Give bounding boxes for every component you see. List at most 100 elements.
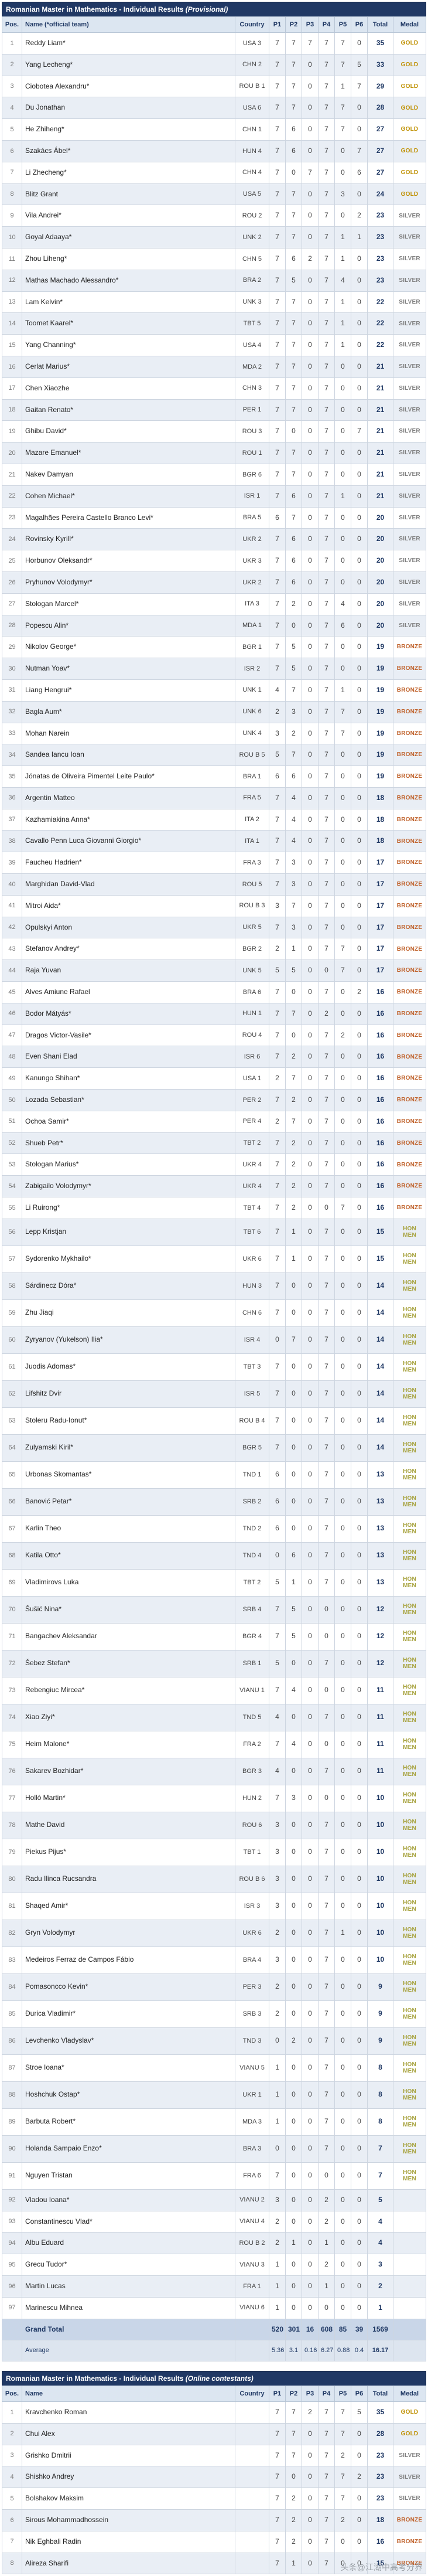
p-cell: 0: [334, 2210, 351, 2233]
p-cell: 0: [285, 1919, 302, 1947]
medal-cell: BRONZE: [393, 2530, 426, 2553]
p-cell: 0: [302, 1024, 319, 1047]
result-row: 28 Popescu Alin* MDA 1 7 0 0 7 6 0 20 SILVER: [2, 614, 426, 637]
total-cell: 29: [367, 75, 393, 98]
p-cell: 0: [334, 571, 351, 594]
name-cell: Sandea Iancu Ioan: [22, 744, 235, 767]
country-cell: BGR 2: [235, 938, 269, 961]
total-cell: 9: [367, 2000, 393, 2028]
p-cell: 7: [285, 506, 302, 529]
result-row: 19 Ghibu David* ROU 3 7 0 0 7 0 7 21 SILVER: [2, 420, 426, 443]
p-cell: 1: [285, 2552, 302, 2575]
p-cell: 7: [285, 312, 302, 335]
medal-cell: HON MEN: [393, 1515, 426, 1543]
pos-cell: 84: [2, 1973, 22, 2001]
p-cell: 2: [334, 1024, 351, 1047]
p-cell: 2: [334, 2444, 351, 2467]
column-header-pos: Pos.: [2, 16, 22, 33]
p-cell: 7: [318, 700, 335, 723]
medal-cell: BRONZE: [393, 916, 426, 939]
name-cell: Pryhunov Volodymyr*: [22, 571, 235, 594]
p-cell: 1: [285, 1568, 302, 1597]
p-cell: 7: [318, 75, 335, 98]
p-cell: 0: [334, 2232, 351, 2255]
p-cell: 0: [302, 1515, 319, 1543]
name-cell: Ghibu David*: [22, 420, 235, 443]
p-cell: 0: [334, 658, 351, 680]
result-row: 13 Lam Kelvin* UNK 3 7 7 0 7 1 0 22 SILVER: [2, 291, 426, 314]
name-cell: Szakács Ábel*: [22, 139, 235, 162]
p-cell: 2: [285, 2487, 302, 2510]
medal-cell: SILVER: [393, 2466, 426, 2489]
name-cell: Stologan Marius*: [22, 1153, 235, 1176]
p-cell: 7: [318, 1046, 335, 1068]
name-cell: Cerlat Marius*: [22, 355, 235, 378]
pos-cell: 43: [2, 938, 22, 961]
medal-cell: HON MEN: [393, 1811, 426, 1839]
medal-cell: BRONZE: [393, 744, 426, 767]
result-row: 23 Magalhães Pereira Castello Branco Levi…: [2, 506, 426, 529]
p-cell: 0: [302, 291, 319, 314]
pos-cell: 45: [2, 981, 22, 1003]
country-cell: VIANU 3: [235, 2254, 269, 2276]
p-cell: 0: [334, 2296, 351, 2319]
country-cell: HUN 2: [235, 1784, 269, 1812]
p-cell: 7: [318, 1568, 335, 1597]
country-cell: SRB 1: [235, 1649, 269, 1677]
p-cell: 7: [318, 2530, 335, 2553]
p-cell: 0: [302, 679, 319, 702]
p-cell: 7: [318, 2487, 335, 2510]
country-cell: UNK 1: [235, 679, 269, 702]
p-cell: 0: [351, 2509, 368, 2531]
p-cell: 7: [269, 1595, 286, 1624]
country-cell: ROU B 1: [235, 75, 269, 98]
p-cell: 7: [334, 722, 351, 745]
name-cell: Shaqed Amir*: [22, 1892, 235, 1920]
result-row: 75 Heim Malone* FRA 2 7 4 0 0 0 0 11 HON MEN: [2, 1730, 426, 1758]
p-cell: 0: [285, 1838, 302, 1866]
pos-cell: 50: [2, 1089, 22, 1111]
name-cell: Banović Petar*: [22, 1488, 235, 1516]
medal-cell: SILVER: [393, 2487, 426, 2510]
p-cell: 0: [351, 1811, 368, 1839]
medal-cell: BRONZE: [393, 1002, 426, 1025]
p-cell: 0: [351, 2552, 368, 2575]
pos-cell: 37: [2, 808, 22, 831]
p-cell: 7: [334, 97, 351, 120]
p-cell: 0: [285, 981, 302, 1003]
p-cell: 0: [285, 1892, 302, 1920]
result-row: 85 Đurica Vladimir* SRB 3 2 0 0 7 0 0 9 HON MEN: [2, 2000, 426, 2028]
p-cell: 0: [302, 1434, 319, 1462]
p-cell: 7: [269, 97, 286, 120]
p-cell: 7: [269, 2487, 286, 2510]
medal-cell: GOLD: [393, 32, 426, 55]
p-cell: 0: [334, 1153, 351, 1176]
medal-cell: HON MEN: [393, 1541, 426, 1570]
name-cell: Zhou Liheng*: [22, 247, 235, 270]
p-cell: 0: [302, 1730, 319, 1758]
p-cell: 0: [334, 830, 351, 853]
name-cell: Kanungo Shihan*: [22, 1067, 235, 1090]
p-cell: 0: [334, 916, 351, 939]
pos-cell: 5: [2, 2487, 22, 2510]
total-cell: 20: [367, 571, 393, 594]
p-cell: 0: [302, 830, 319, 853]
p-cell: 7: [318, 658, 335, 680]
column-header-total: Total: [367, 16, 393, 33]
p-cell: 7: [318, 1461, 335, 1489]
total-cell: 15: [367, 1245, 393, 1273]
p-cell: 7: [285, 75, 302, 98]
section-gap: [2, 2361, 426, 2371]
p-cell: 1: [334, 75, 351, 98]
p-cell: 7: [318, 916, 335, 939]
country-cell: ITA 2: [235, 808, 269, 831]
country-cell: [235, 2487, 269, 2510]
p-cell: 1: [334, 1919, 351, 1947]
result-row: 66 Banović Petar* SRB 2 6 0 0 7 0 0 13 HON MEN: [2, 1488, 426, 1516]
p-cell: 0: [351, 916, 368, 939]
p-cell: 0: [351, 1865, 368, 1893]
name-cell: Faucheu Hadrien*: [22, 852, 235, 874]
p-cell: 7: [318, 1153, 335, 1176]
name-cell: Du Jonathan: [22, 97, 235, 120]
name-cell: Bangachev Aleksandar: [22, 1622, 235, 1651]
